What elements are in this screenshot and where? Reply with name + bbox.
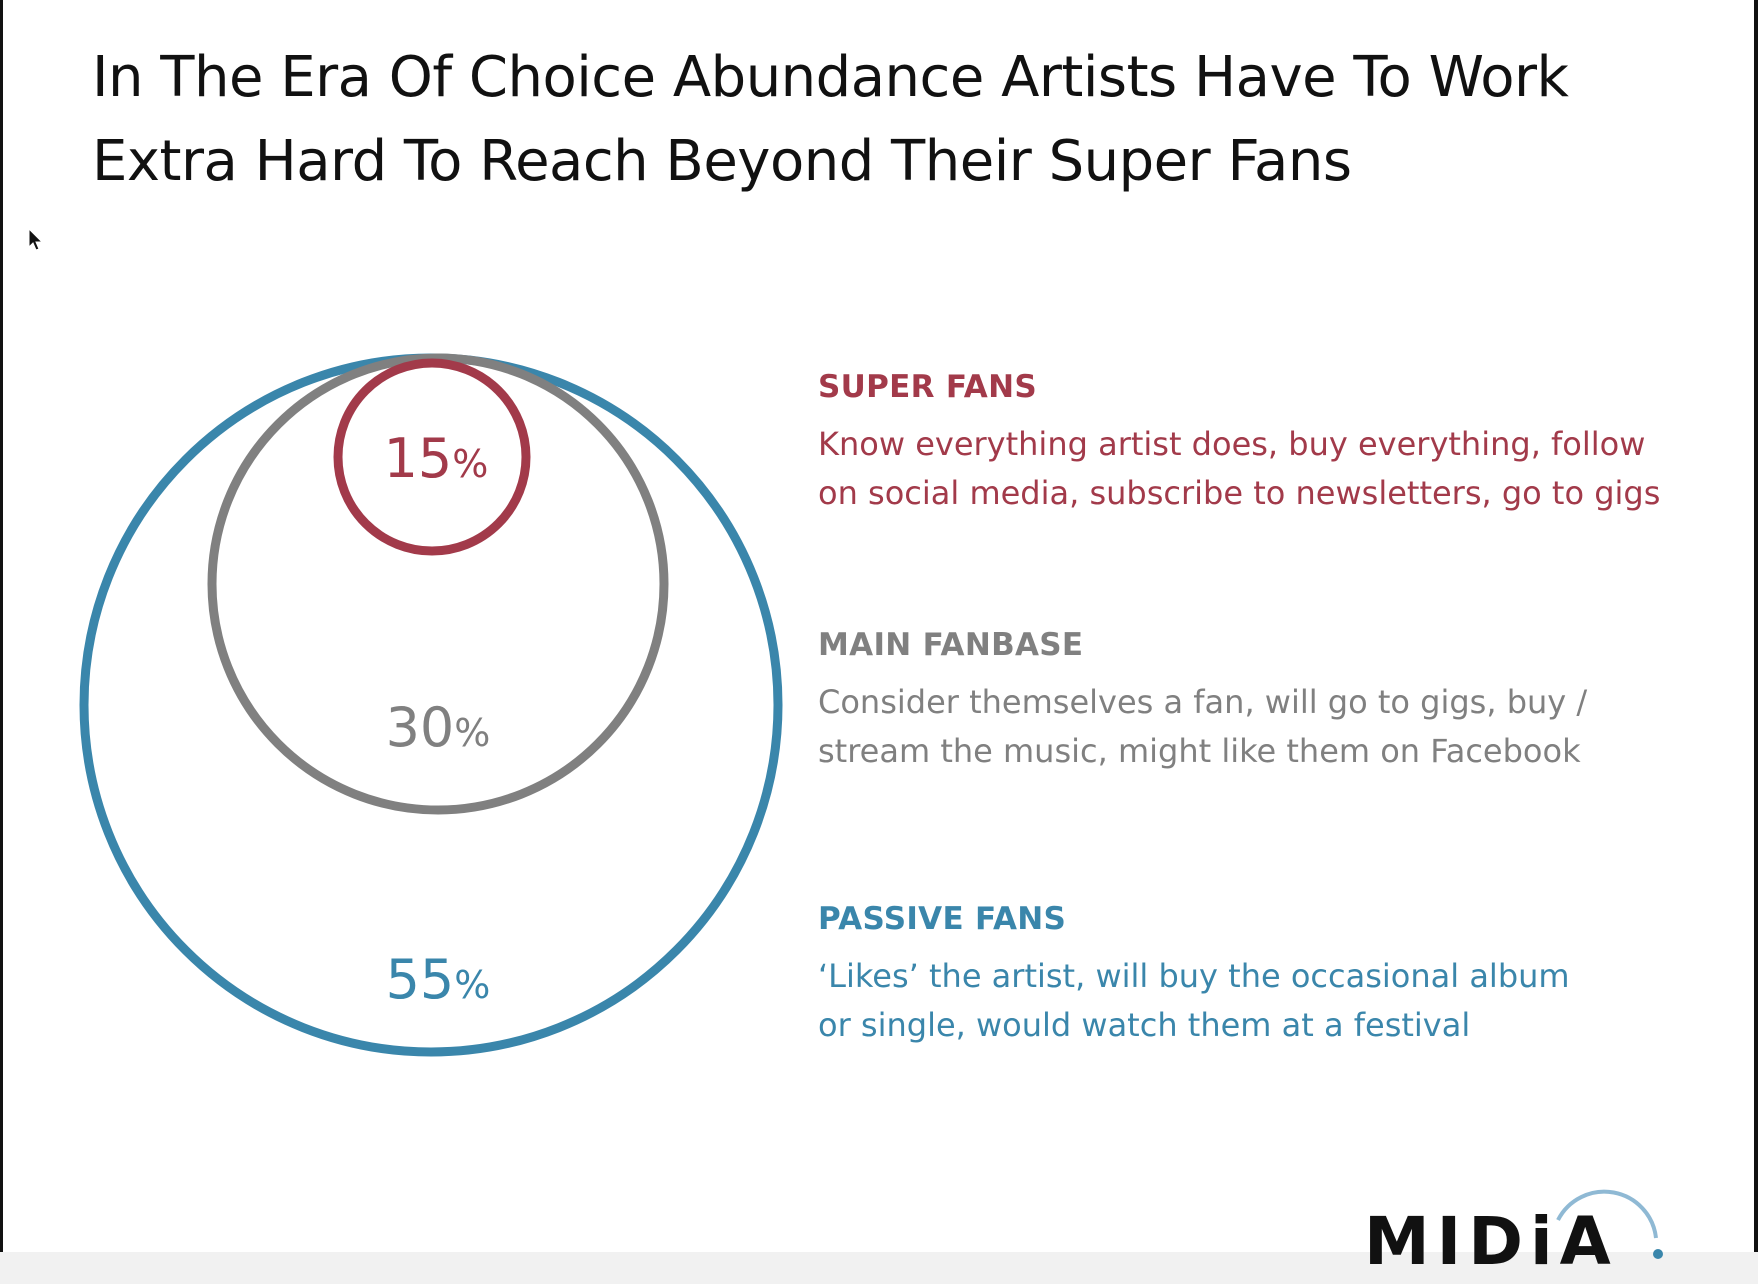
passive-fans-percent-unit: % bbox=[454, 963, 490, 1007]
logo-arc bbox=[1556, 1189, 1658, 1239]
window-right-edge bbox=[1754, 0, 1758, 1284]
main-fanbase-percent-value: 30 bbox=[386, 696, 455, 759]
slide-title-line-1: In The Era Of Choice Abundance Artists H… bbox=[92, 45, 1569, 110]
logo-dot bbox=[1653, 1249, 1663, 1259]
super-fans-percent-label: 15% bbox=[384, 427, 489, 490]
slide-title: In The Era Of Choice Abundance Artists H… bbox=[92, 36, 1692, 204]
main-fanbase-heading: MAIN FANBASE bbox=[818, 627, 1084, 663]
legend-super-fans: SUPER FANS Know everything artist does, … bbox=[818, 366, 1718, 518]
legend-passive-fans: PASSIVE FANS ‘Likes’ the artist, will bu… bbox=[818, 898, 1718, 1050]
main-fanbase-percent-unit: % bbox=[454, 711, 490, 755]
super-fans-description-line-2: on social media, subscribe to newsletter… bbox=[818, 474, 1661, 512]
main-fanbase-description: Consider themselves a fan, will go to gi… bbox=[818, 678, 1718, 776]
passive-fans-description-line-1: ‘Likes’ the artist, will buy the occasio… bbox=[818, 957, 1570, 995]
super-fans-heading: SUPER FANS bbox=[818, 369, 1037, 405]
main-fanbase-circle bbox=[207, 353, 669, 815]
main-fanbase-description-line-1: Consider themselves a fan, will go to gi… bbox=[818, 683, 1588, 721]
footer-bar bbox=[0, 1252, 1758, 1284]
super-fans-percent-unit: % bbox=[452, 442, 488, 486]
super-fans-percent-value: 15 bbox=[384, 427, 453, 490]
mouse-pointer-icon bbox=[28, 228, 44, 251]
passive-fans-percent-value: 55 bbox=[386, 948, 455, 1011]
midia-logo: MIDiA bbox=[1364, 1189, 1663, 1280]
passive-fans-description: ‘Likes’ the artist, will buy the occasio… bbox=[818, 952, 1718, 1050]
passive-fans-heading: PASSIVE FANS bbox=[818, 901, 1067, 937]
passive-fans-percent-label: 55% bbox=[386, 948, 491, 1011]
logo-text: MIDiA bbox=[1364, 1203, 1618, 1280]
passive-fans-description-line-2: or single, would watch them at a festiva… bbox=[818, 1006, 1471, 1044]
super-fans-description: Know everything artist does, buy everyth… bbox=[818, 420, 1718, 518]
window-left-edge bbox=[0, 0, 3, 1284]
main-fanbase-percent-label: 30% bbox=[386, 696, 491, 759]
slide-title-line-2: Extra Hard To Reach Beyond Their Super F… bbox=[92, 129, 1352, 194]
legend-main-fanbase: MAIN FANBASE Consider themselves a fan, … bbox=[818, 624, 1718, 776]
main-fanbase-description-line-2: stream the music, might like them on Fac… bbox=[818, 732, 1581, 770]
super-fans-description-line-1: Know everything artist does, buy everyth… bbox=[818, 425, 1646, 463]
super-fans-circle bbox=[333, 358, 531, 556]
